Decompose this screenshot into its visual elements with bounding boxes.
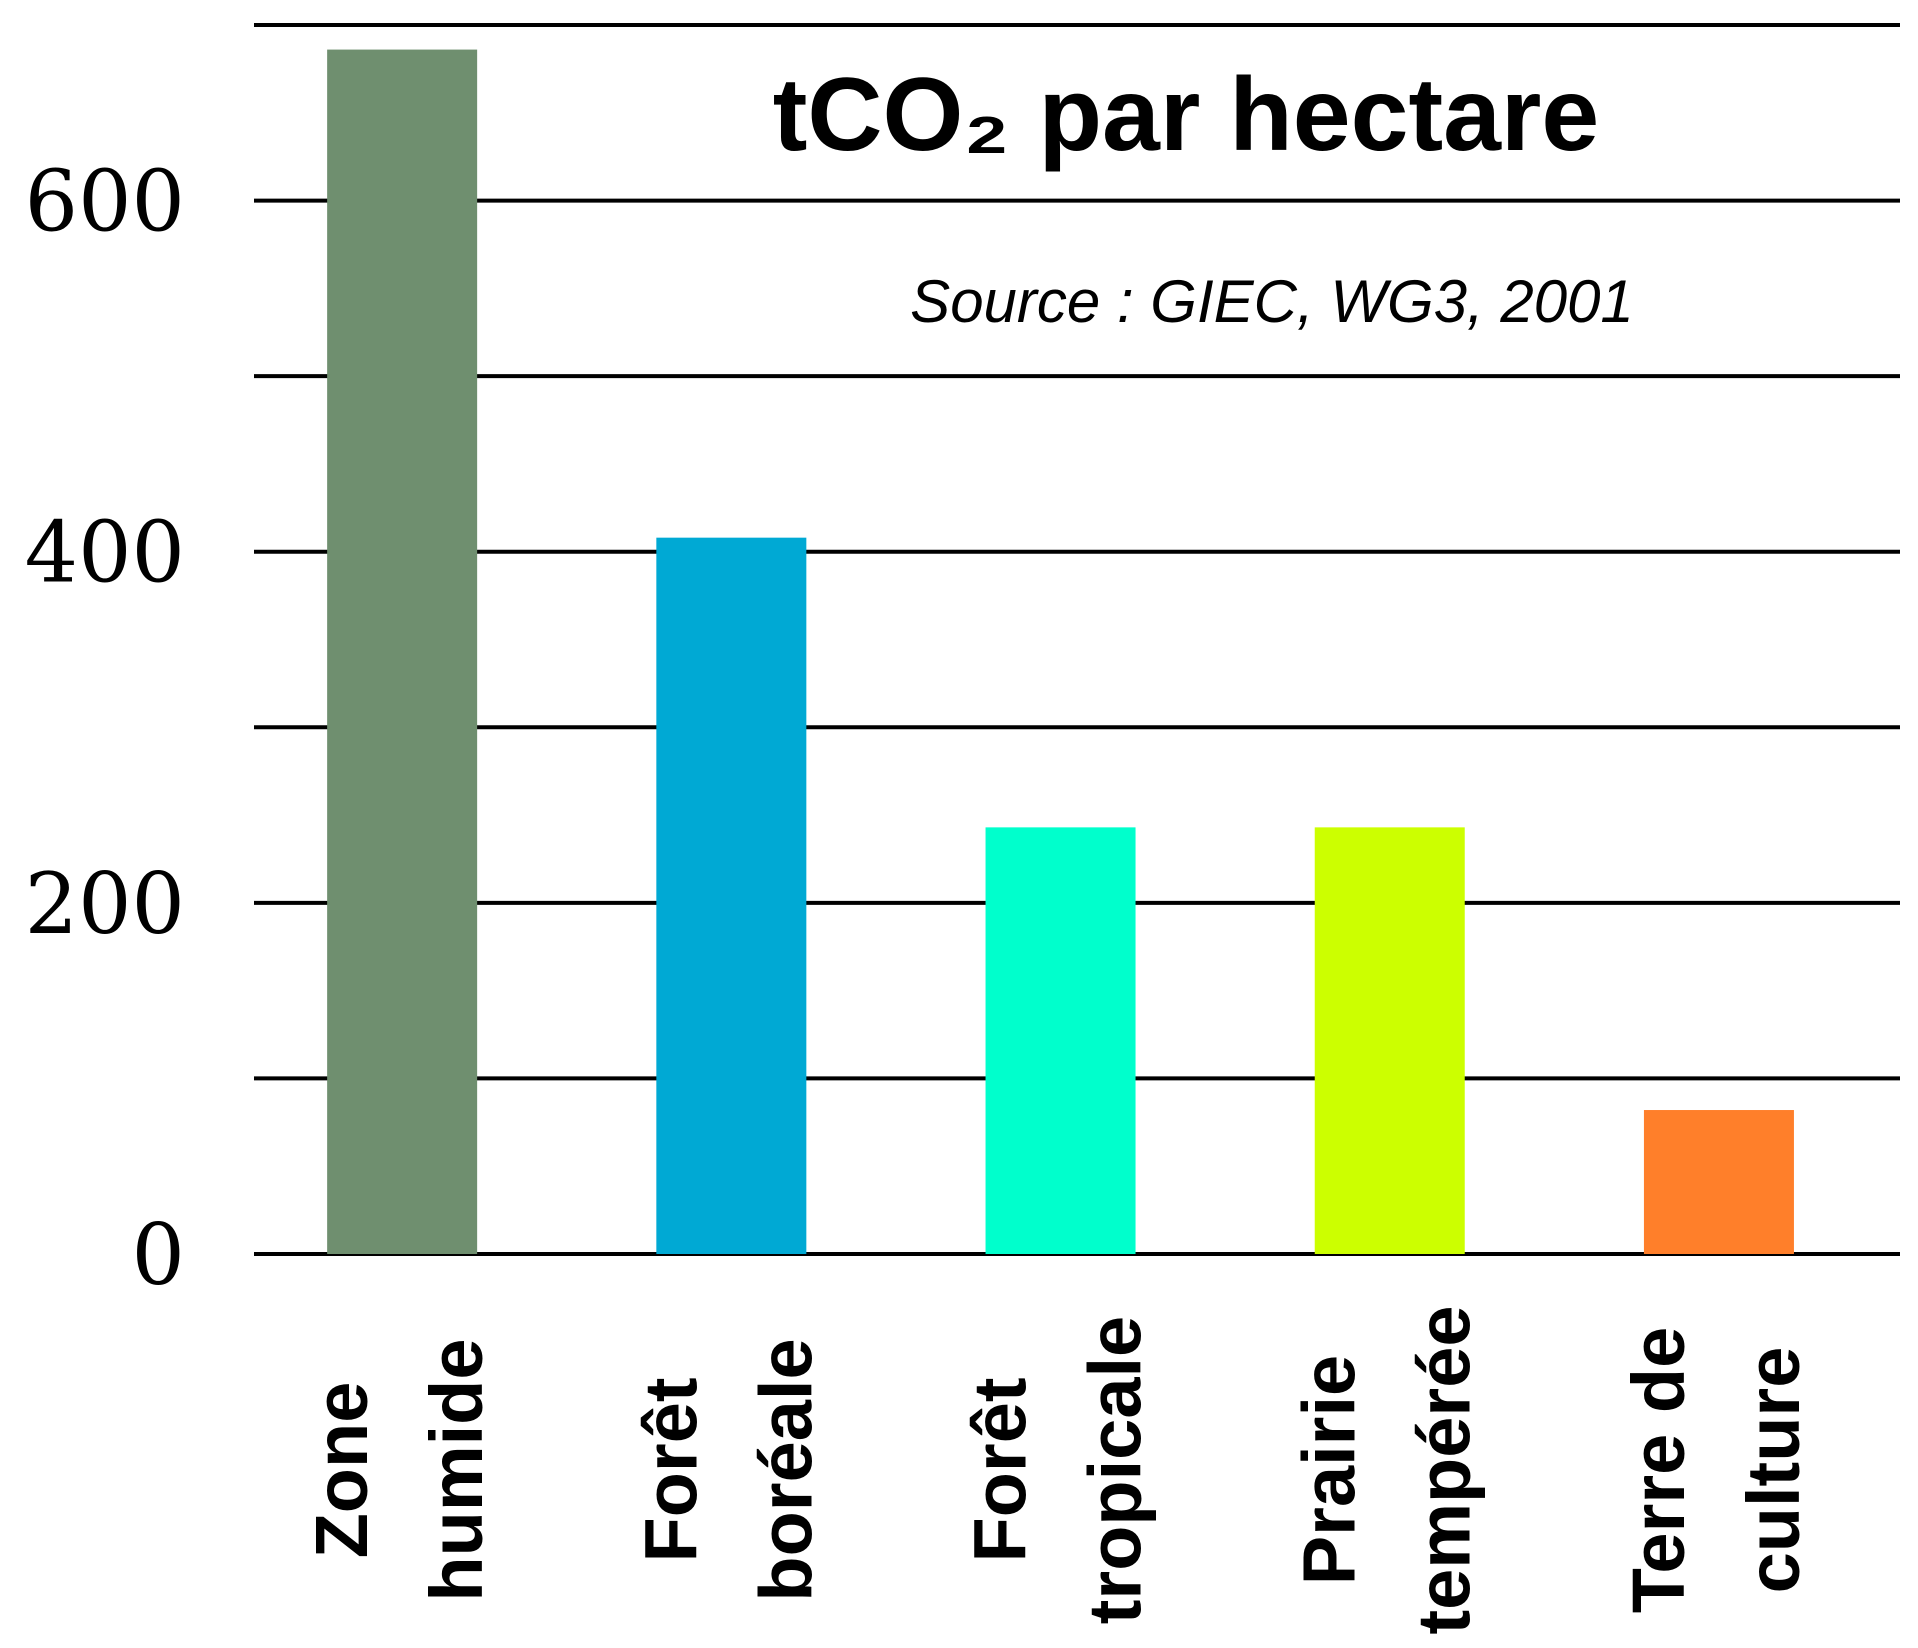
x-tick-label: boréale — [744, 1338, 827, 1601]
x-tick-label: humide — [415, 1338, 498, 1601]
x-tick-label: Terre de — [1617, 1327, 1700, 1614]
bar — [327, 49, 478, 1255]
x-tick-label: Prairie — [1288, 1355, 1371, 1585]
x-tick-label: tropicale — [1074, 1316, 1157, 1624]
bar — [656, 537, 807, 1254]
bar — [985, 827, 1136, 1254]
x-tick-label: culture — [1732, 1347, 1815, 1594]
y-tick-label: 400 — [25, 504, 185, 602]
x-tick-label: Zone — [300, 1382, 383, 1559]
y-tick-label: 200 — [25, 855, 185, 953]
chart-subtitle: Source : GIEC, WG3, 2001 — [910, 268, 1634, 335]
x-tick-label: tempérée — [1403, 1305, 1486, 1634]
bar — [1643, 1110, 1794, 1254]
x-tick-label: Forêt — [629, 1378, 712, 1563]
chart-title: tCO₂ par hectare — [773, 57, 1599, 173]
bar — [1314, 827, 1465, 1254]
y-tick-label: 0 — [132, 1206, 185, 1304]
x-tick-label: Forêt — [959, 1378, 1042, 1563]
y-tick-label: 600 — [25, 153, 185, 251]
